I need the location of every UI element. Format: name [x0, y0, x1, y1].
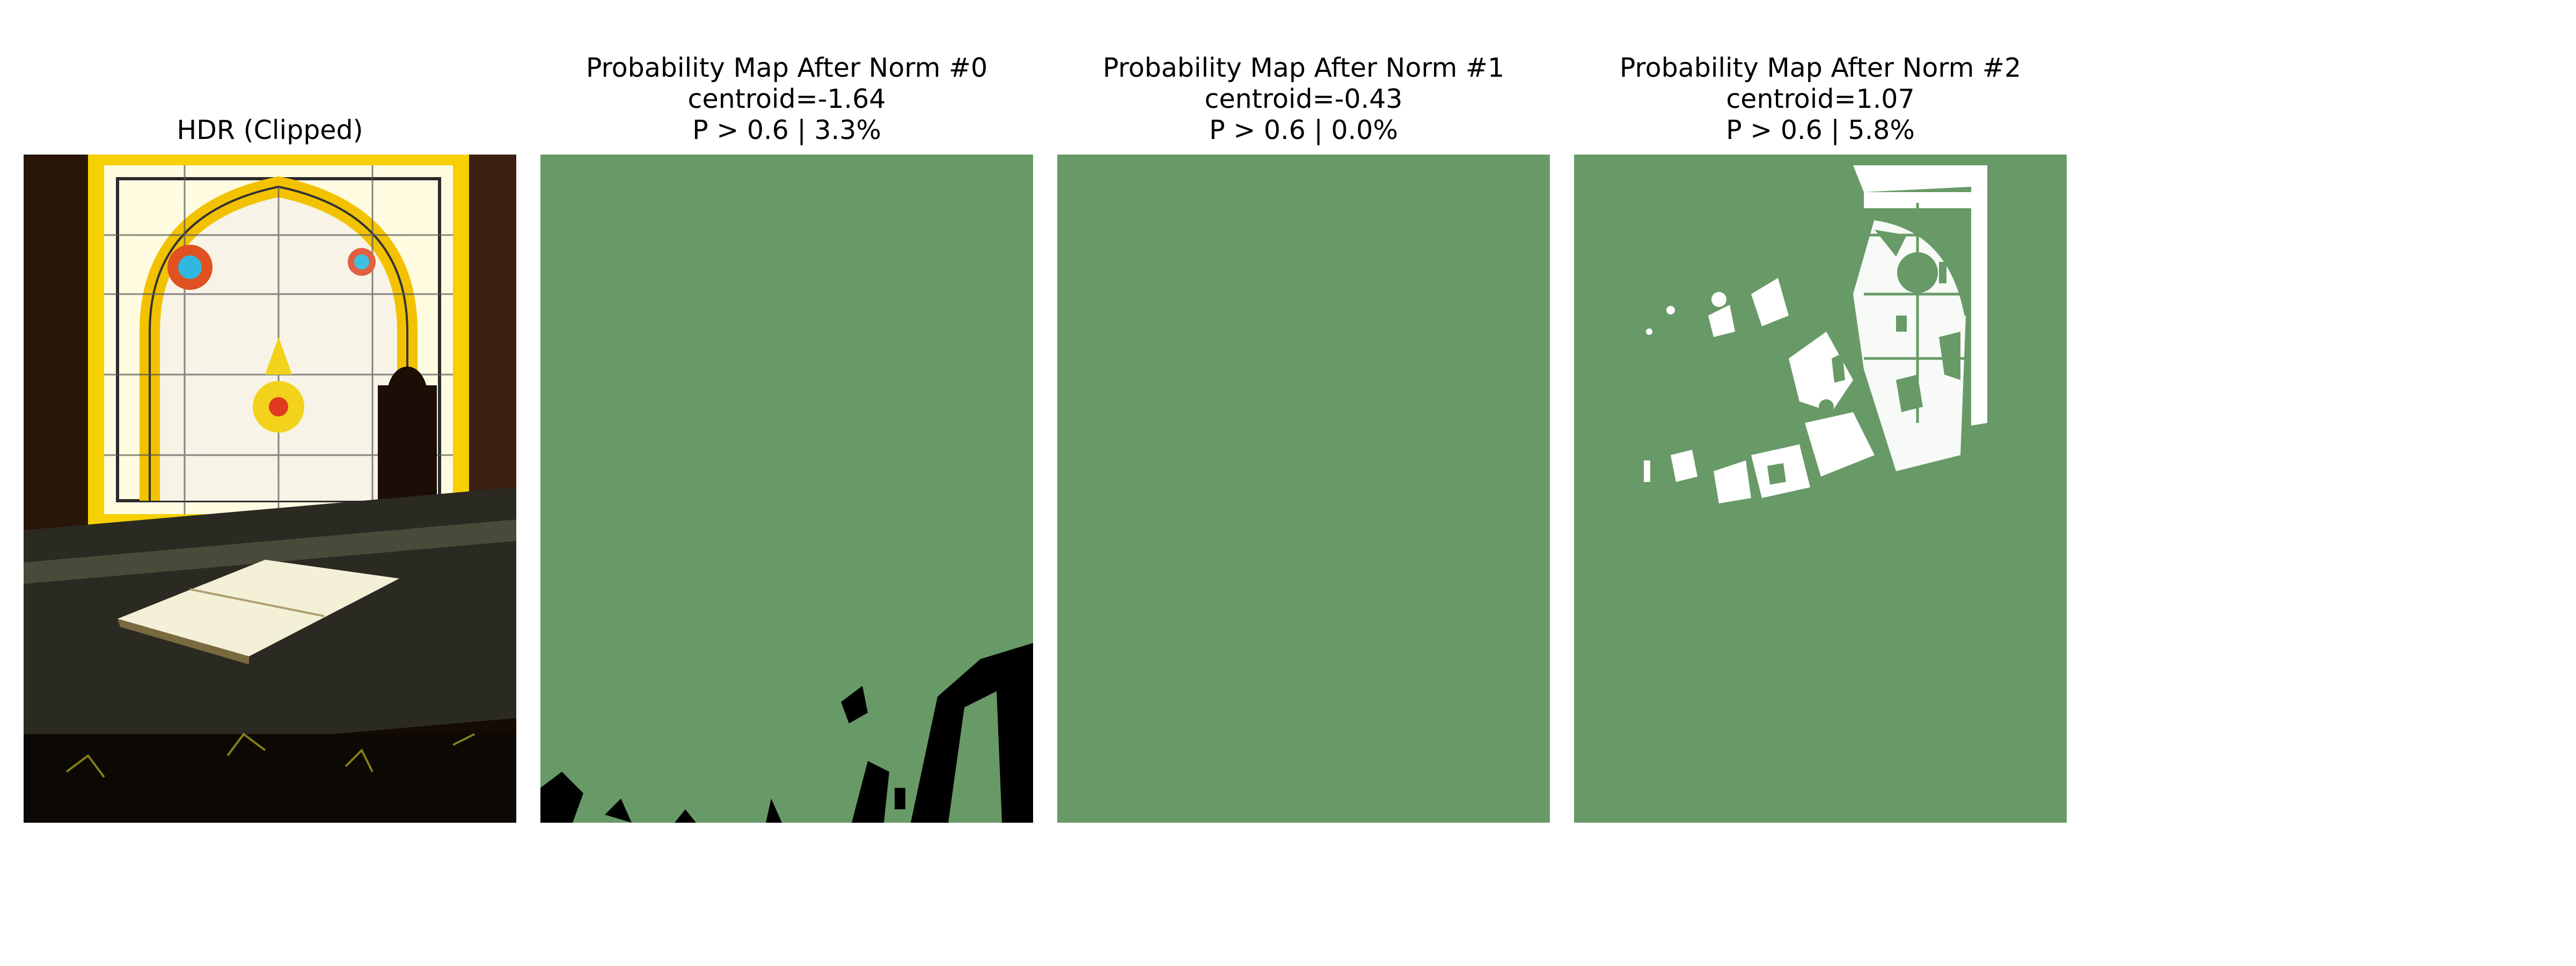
panel-title-norm1-line2: centroid=-0.43 [1204, 84, 1403, 114]
panel-title-hdr: HDR (Clipped) [177, 115, 363, 145]
panel-title-norm0-line2: centroid=-1.64 [687, 84, 886, 114]
panel-title-norm2-line1: Probability Map After Norm #2 [1619, 53, 2022, 83]
panel-title-norm1-line1: Probability Map After Norm #1 [1102, 53, 1505, 83]
probability-map-norm1 [1057, 155, 1550, 823]
panel-title-norm2-line3: P > 0.6 | 5.8% [1726, 115, 1915, 145]
probability-map-norm2 [1574, 155, 2067, 823]
probability-map-norm1-image [1057, 155, 1550, 823]
mask-dark-regions [540, 643, 1033, 823]
hdr-image [24, 155, 516, 823]
stained-glass-photo-icon [24, 155, 516, 823]
panel-title-norm2-line2: centroid=1.07 [1726, 84, 1915, 114]
panel-title-norm0-line3: P > 0.6 | 3.3% [692, 115, 881, 145]
probability-map-norm0-image [540, 155, 1033, 823]
probability-map-norm0 [540, 155, 1033, 823]
mask-lead-lines [1864, 203, 1971, 423]
probability-map-norm2-image [1574, 155, 2067, 823]
panel-title-norm1-line3: P > 0.6 | 0.0% [1209, 115, 1398, 145]
panel-title-norm0-line1: Probability Map After Norm #0 [586, 53, 988, 83]
mask-light-regions [1644, 165, 1987, 503]
